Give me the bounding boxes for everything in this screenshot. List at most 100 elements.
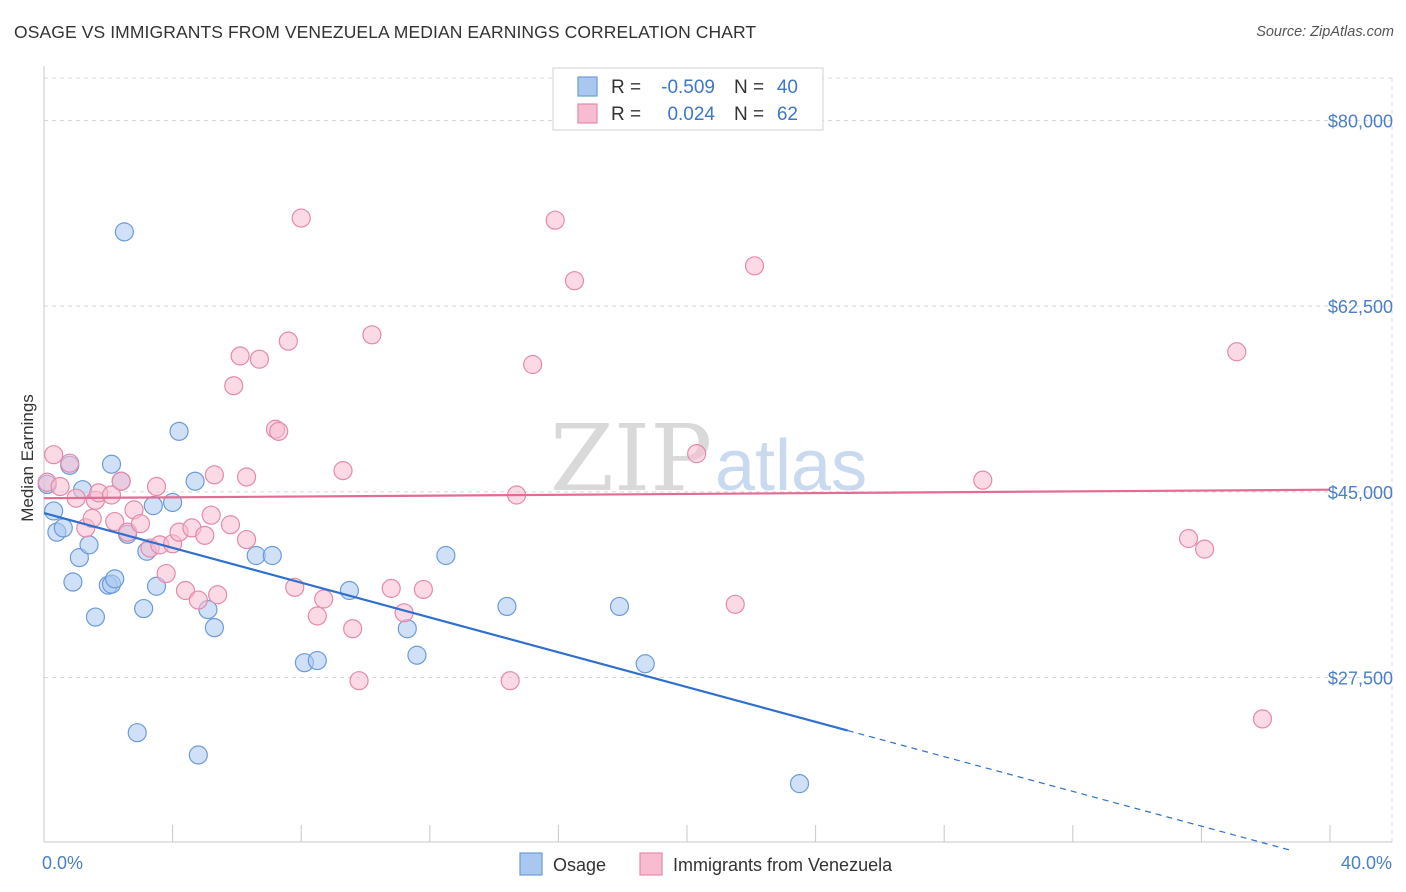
venezuela-point-56 (973, 470, 993, 490)
venezuela-point-38 (291, 208, 311, 228)
osage-point-24 (185, 471, 205, 491)
venezuela-trend-line (43, 488, 1331, 500)
venezuela-point-35 (269, 421, 289, 441)
osage-point-13 (105, 569, 125, 589)
venezuela-point-53 (687, 444, 707, 464)
venezuela-point-3 (60, 453, 80, 473)
venezuela-point-14 (130, 514, 151, 534)
x-tick-label-0: 0.0% (42, 853, 83, 873)
venezuela-point-55 (744, 256, 765, 276)
osage-point-34 (407, 645, 427, 665)
osage-point-9 (85, 607, 106, 627)
x-tick-labels: 0.0% 40.0% (42, 853, 1392, 873)
osage-point-5 (63, 572, 83, 592)
osage-point-35 (436, 545, 456, 566)
venezuela-point-27 (208, 585, 228, 605)
legend-swatch-osage (577, 76, 598, 97)
bottom-legend-swatch-osage (519, 852, 543, 876)
y-tick-label-1: $62,500 (1328, 297, 1393, 317)
venezuela-point-60 (1252, 709, 1273, 729)
legend-r-label-venezuela: R = (611, 104, 641, 125)
osage-point-29 (262, 545, 282, 566)
venezuela-point-25 (201, 505, 221, 525)
watermark-zip: ZIP (550, 405, 712, 512)
venezuela-point-59 (1227, 342, 1247, 362)
venezuela-point-44 (362, 325, 382, 345)
legend-n-label-osage: N = (734, 77, 764, 98)
venezuela-point-40 (314, 589, 334, 609)
osage-point-3 (53, 518, 73, 538)
osage-point-33 (397, 619, 417, 639)
venezuela-point-28 (220, 515, 241, 535)
axes (43, 66, 1392, 843)
osage-point-20 (143, 496, 163, 516)
osage-point-18 (134, 598, 154, 619)
venezuela-point-36 (278, 331, 298, 351)
venezuela-point-33 (249, 349, 270, 369)
watermark: ZIP atlas (550, 405, 867, 512)
bottom-legend-swatch-venezuela (639, 852, 663, 876)
osage-point-25 (188, 745, 208, 765)
bottom-legend-osage: Osage (553, 855, 606, 875)
venezuela-point-31 (236, 467, 257, 487)
chart-source: Source: ZipAtlas.com (1256, 24, 1394, 40)
osage-trend-extension (847, 730, 1292, 852)
data-points (37, 208, 1273, 794)
osage-point-8 (79, 535, 99, 555)
venezuela-point-45 (381, 578, 401, 598)
venezuela-point-52 (564, 271, 585, 291)
venezuela-point-42 (343, 619, 363, 639)
series-legend: Osage Immigrants from Venezuela (519, 852, 893, 876)
osage-point-31 (307, 650, 327, 671)
venezuela-point-9 (101, 485, 122, 505)
venezuela-point-11 (111, 471, 131, 491)
venezuela-point-32 (236, 529, 257, 550)
bottom-legend-venezuela: Immigrants from Venezuela (673, 855, 893, 875)
venezuela-point-57 (1178, 528, 1199, 549)
legend-swatch-venezuela (577, 103, 598, 124)
osage-point-39 (789, 774, 810, 794)
osage-point-6 (69, 548, 89, 568)
legend-r-label-osage: R = (611, 77, 641, 98)
venezuela-point-48 (500, 671, 520, 691)
x-tick-label-1: 40.0% (1341, 853, 1392, 873)
venezuela-point-58 (1195, 539, 1215, 559)
correlation-legend: R = -0.509 N = 40 R = 0.024 N = 62 (552, 67, 824, 131)
venezuela-point-21 (175, 580, 196, 601)
osage-point-28 (246, 545, 266, 566)
osage-point-12 (101, 454, 122, 474)
osage-point-27 (204, 618, 224, 638)
y-tick-label-0: $80,000 (1328, 111, 1393, 131)
y-tick-labels: $80,000 $62,500 $45,000 $27,500 (1328, 111, 1393, 688)
legend-r-value-osage: -0.509 (661, 77, 715, 98)
osage-point-36 (497, 596, 517, 617)
venezuela-point-39 (307, 606, 327, 626)
legend-r-value-venezuela: 0.024 (667, 104, 715, 125)
osage-point-23 (169, 421, 189, 441)
venezuela-point-43 (349, 671, 369, 691)
y-tick-label-2: $45,000 (1328, 483, 1393, 503)
osage-point-21 (146, 576, 167, 596)
trend-lines (43, 488, 1331, 852)
osage-point-16 (114, 222, 134, 242)
osage-point-37 (609, 596, 630, 617)
venezuela-point-51 (545, 210, 565, 230)
chart-title: OSAGE VS IMMIGRANTS FROM VENEZUELA MEDIA… (14, 22, 757, 42)
osage-point-38 (635, 654, 655, 674)
osage-trend-line (43, 511, 849, 732)
osage-point-17 (127, 723, 147, 743)
venezuela-point-41 (333, 461, 353, 481)
legend-n-label-venezuela: N = (734, 104, 764, 125)
venezuela-point-47 (413, 579, 433, 600)
osage-point-22 (163, 492, 183, 513)
y-axis-title: Median Earnings (18, 394, 37, 522)
venezuela-point-30 (230, 346, 250, 366)
y-tick-label-3: $27,500 (1328, 669, 1393, 689)
venezuela-point-54 (725, 594, 745, 614)
venezuela-point-2 (50, 476, 70, 497)
venezuela-point-23 (188, 590, 208, 610)
venezuela-point-16 (146, 476, 167, 497)
legend-n-value-venezuela: 62 (777, 104, 798, 125)
legend-box (552, 67, 824, 131)
